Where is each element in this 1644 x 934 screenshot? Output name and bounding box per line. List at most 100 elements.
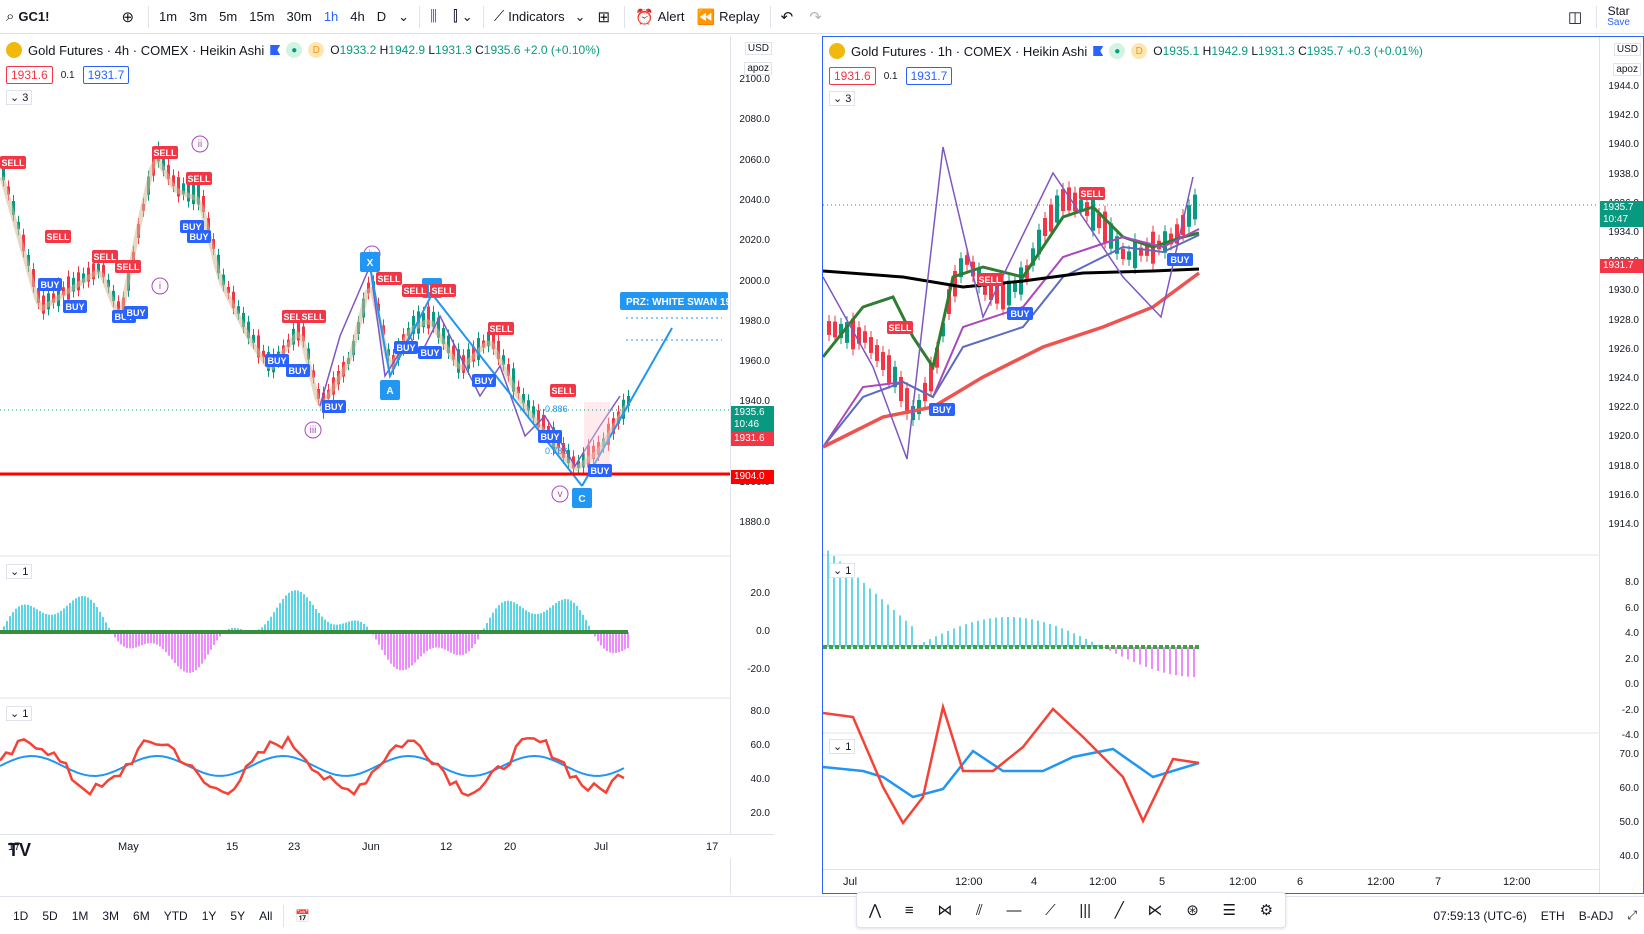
bid-price-tag: 1931.6 xyxy=(731,432,774,446)
candle xyxy=(1175,224,1179,244)
compare-button[interactable]: ⊕ xyxy=(115,0,144,33)
bars-pattern-icon[interactable]: ||| xyxy=(1079,901,1092,919)
histogram-bar xyxy=(42,612,44,632)
right-main-collapse[interactable]: ⌄ 3 xyxy=(829,91,856,106)
right-chart-title: Gold Futures · 1h · COMEX · Heikin Ashi xyxy=(851,43,1088,59)
range-6m[interactable]: 6M xyxy=(133,908,150,923)
candle xyxy=(452,345,455,360)
left-main-collapse[interactable]: ⌄ 3 xyxy=(6,90,33,105)
date-range-button[interactable]: 📅 xyxy=(288,909,317,923)
elliott-tool-icon[interactable]: ⋉ xyxy=(1147,902,1163,919)
candle xyxy=(27,254,30,267)
right-chart-canvas[interactable]: SELL SELL SELL BUY BUY BUY xyxy=(823,37,1599,869)
alert-button[interactable]: ⏰ Alert xyxy=(629,0,690,33)
histogram-bar xyxy=(1187,647,1189,677)
settings-icon[interactable]: ⚙ xyxy=(1259,902,1274,919)
interval-dropdown[interactable]: ⌄ xyxy=(392,0,415,33)
magnet-icon[interactable]: ⊛ xyxy=(1186,902,1199,919)
session-button[interactable]: ETH xyxy=(1540,908,1565,923)
interval-1h[interactable]: 1h xyxy=(323,9,339,24)
buy-price-button[interactable]: 1931.7 xyxy=(82,66,130,84)
left-price-axis[interactable]: USD apoz 2100.0 2080.0 2060.0 2040.0 2020.0 2… xyxy=(730,36,774,894)
scale-mode[interactable]: apoz xyxy=(1613,63,1641,76)
buy-price-button[interactable]: 1931.7 xyxy=(905,67,953,85)
left-rsi-collapse[interactable]: ⌄ 1 xyxy=(6,706,33,721)
trendline-tool-icon[interactable]: ╱ xyxy=(1114,902,1124,919)
interval-1m[interactable]: 1m xyxy=(159,9,178,24)
histogram-bar xyxy=(594,632,596,637)
right-rsi-collapse[interactable]: ⌄ 1 xyxy=(829,739,856,754)
histogram-bar xyxy=(1121,647,1123,657)
histogram-bar xyxy=(141,632,143,646)
left-chart-pane[interactable]: Gold Futures · 4h · COMEX · Heikin Ashi … xyxy=(0,36,774,894)
right-time-axis[interactable]: Jul 12:00 4 12:00 5 12:00 6 12:00 7 12:00 xyxy=(823,869,1599,893)
interval-4h[interactable]: 4h xyxy=(350,9,365,24)
clock[interactable]: 07:59:13 (UTC-6) xyxy=(1433,908,1527,923)
fullscreen-icon[interactable]: ⤢ xyxy=(1627,908,1637,922)
ray-tool-icon[interactable]: ⟋ xyxy=(1045,901,1056,919)
left-chart-title: Gold Futures · 4h · COMEX · Heikin Ashi xyxy=(28,42,265,58)
interval-15m[interactable]: 15m xyxy=(249,9,275,24)
replay-button[interactable]: ⏪ Replay xyxy=(690,0,765,33)
price-tick: 1914.0 xyxy=(1608,519,1639,530)
xabcd-tool-icon[interactable]: ⋈ xyxy=(937,902,953,919)
flag-icon[interactable] xyxy=(270,45,281,55)
indicators-button[interactable]: ⟋ Indicators ⌄ xyxy=(488,0,592,33)
candle xyxy=(1007,280,1011,306)
right-price-axis[interactable]: USD apoz 1944.01942.01940.01938.01936.01… xyxy=(1599,37,1643,893)
flag-icon[interactable] xyxy=(1093,46,1104,56)
time-tick: 12:00 xyxy=(955,876,983,888)
range-1d[interactable]: 1D xyxy=(13,908,29,923)
symbol-search[interactable]: ⌕ GC1! xyxy=(0,0,55,33)
heikin-ashi-button[interactable]: ⫿ ⌄ xyxy=(447,0,479,33)
histogram-bar xyxy=(354,620,356,632)
save-layout-button[interactable]: Star Save xyxy=(1601,0,1644,33)
range-5y[interactable]: 5Y xyxy=(230,908,246,923)
fib-tool-icon[interactable]: ≡ xyxy=(904,901,914,919)
sell-signal xyxy=(115,260,141,273)
fib-retrace-icon[interactable]: ☰ xyxy=(1222,902,1236,919)
interval-5m[interactable]: 5m xyxy=(219,9,238,24)
layout-toggle-button[interactable]: ◫ xyxy=(1562,0,1592,33)
bar-style-button[interactable]: ⫼ xyxy=(424,0,447,33)
delayed-badge-icon: ● xyxy=(286,42,303,58)
histogram-bar xyxy=(1163,647,1165,673)
pattern-tool-icon[interactable]: ⋀ xyxy=(868,902,882,919)
currency-selector[interactable]: USD xyxy=(1613,43,1641,56)
undo-button[interactable]: ↶ xyxy=(775,0,804,33)
currency-selector[interactable]: USD xyxy=(744,42,772,55)
histogram-bar xyxy=(1031,619,1033,647)
candle xyxy=(227,286,230,294)
redo-button[interactable]: ↷ xyxy=(803,0,832,33)
right-osc-collapse[interactable]: ⌄ 1 xyxy=(829,563,856,578)
interval-30m[interactable]: 30m xyxy=(286,9,312,24)
range-ytd[interactable]: YTD xyxy=(163,908,188,923)
candle xyxy=(102,264,105,278)
sell-label: SELL xyxy=(551,386,575,396)
histogram-bar xyxy=(162,632,164,650)
histogram-bar xyxy=(426,632,428,652)
sell-price-button[interactable]: 1931.6 xyxy=(6,66,53,84)
range-all[interactable]: All xyxy=(259,908,273,923)
candle xyxy=(172,175,175,187)
layouts-button[interactable]: ⊞ xyxy=(591,0,620,33)
sell-price-button[interactable]: 1931.6 xyxy=(829,67,876,85)
adjust-button[interactable]: B-ADJ xyxy=(1578,908,1614,923)
range-5d[interactable]: 5D xyxy=(42,908,58,923)
range-1y[interactable]: 1Y xyxy=(201,908,217,923)
range-1m[interactable]: 1M xyxy=(71,908,89,923)
interval-D[interactable]: D xyxy=(376,9,387,24)
left-time-axis[interactable]: 17 May 15 23 Jun 12 20 Jul 17 xyxy=(0,834,774,858)
channel-tool-icon[interactable]: ⫽ xyxy=(976,901,983,919)
range-3m[interactable]: 3M xyxy=(102,908,120,923)
interval-3m[interactable]: 3m xyxy=(189,9,208,24)
candle xyxy=(983,279,987,295)
scale-mode[interactable]: apoz xyxy=(744,62,772,75)
hline-tool-icon[interactable]: — xyxy=(1006,901,1022,919)
price-tick: 1926.0 xyxy=(1608,343,1639,355)
histogram-bar xyxy=(90,599,92,632)
right-chart-pane[interactable]: Gold Futures · 1h · COMEX · Heikin Ashi … xyxy=(822,36,1644,894)
histogram-bar xyxy=(387,632,389,660)
left-osc-collapse[interactable]: ⌄ 1 xyxy=(6,564,33,579)
